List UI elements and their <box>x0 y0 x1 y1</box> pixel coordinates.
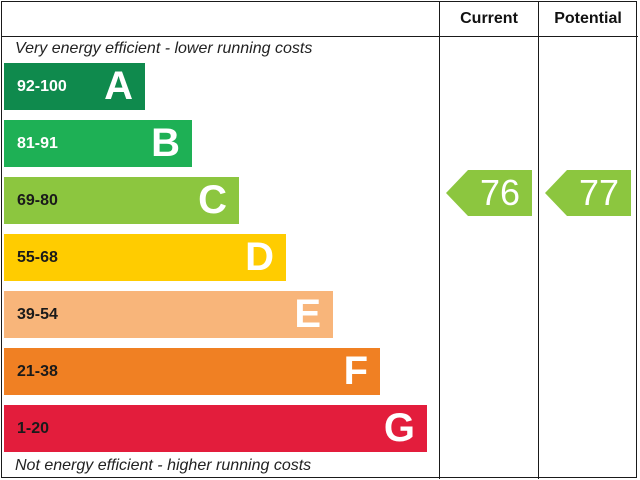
column-divider-potential <box>538 1 539 479</box>
potential-column-header: Potential <box>554 10 622 27</box>
band-letter-label: B <box>151 121 180 165</box>
band-letter-label: E <box>294 292 321 336</box>
caption-top: Very energy efficient - lower running co… <box>15 40 313 57</box>
band-letter-label: D <box>245 235 274 279</box>
potential-rating-arrow: 77 <box>545 170 631 216</box>
current-rating-value: 76 <box>479 172 521 213</box>
band-a: 92-100 A <box>4 63 145 110</box>
header-divider <box>1 36 638 37</box>
band-range-label: 39-54 <box>17 306 58 323</box>
column-divider-current <box>439 1 440 479</box>
band-range-label: 55-68 <box>17 249 58 266</box>
band-range-label: 1-20 <box>17 420 50 437</box>
current-arrow-shape <box>446 170 532 216</box>
potential-arrow-shape <box>545 170 631 216</box>
band-letter-label: F <box>343 349 368 393</box>
current-rating-arrow: 76 <box>446 170 532 216</box>
band-c: 69-80 C <box>4 177 239 224</box>
band-range-label: 21-38 <box>17 363 58 380</box>
band-letter-label: G <box>383 406 415 450</box>
band-range-label: 92-100 <box>17 78 67 95</box>
band-f: 21-38 F <box>4 348 380 395</box>
current-column-header: Current <box>460 10 518 27</box>
band-g: 1-20 G <box>4 405 427 452</box>
band-d: 55-68 D <box>4 234 286 281</box>
band-e: 39-54 E <box>4 291 333 338</box>
caption-bottom: Not energy efficient - higher running co… <box>15 457 312 474</box>
band-range-label: 69-80 <box>17 192 58 209</box>
band-b: 81-91 B <box>4 120 192 167</box>
band-letter-label: C <box>198 178 227 222</box>
band-letter-label: A <box>104 64 133 108</box>
band-range-label: 81-91 <box>17 135 58 152</box>
potential-rating-value: 77 <box>578 172 620 213</box>
